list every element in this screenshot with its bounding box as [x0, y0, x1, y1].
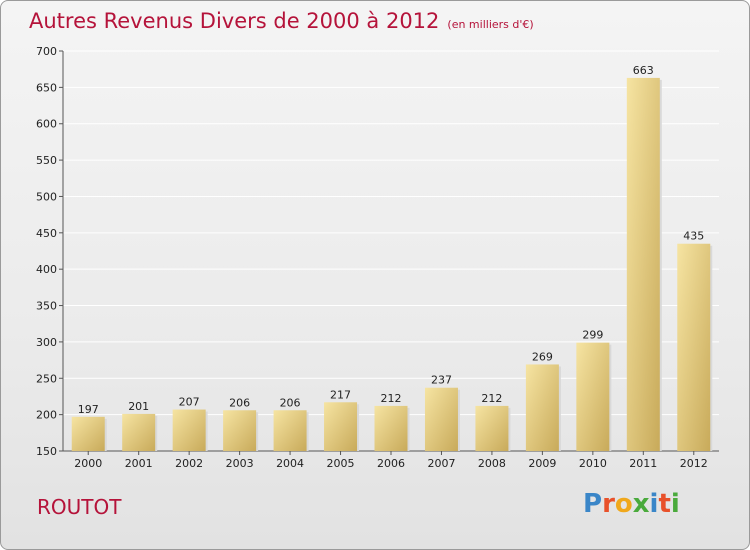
bar-2011 — [626, 77, 660, 451]
logo-letter: i — [649, 489, 659, 519]
y-tick-label: 200 — [36, 409, 57, 422]
chart-title-text: Autres Revenus Divers de 2000 à 2012 — [29, 9, 440, 33]
x-tick-label: 2008 — [478, 457, 506, 470]
y-tick-label: 500 — [36, 190, 57, 203]
bar-2004 — [273, 410, 307, 451]
bar-2008 — [475, 405, 509, 451]
data-label: 237 — [431, 374, 452, 387]
bar-2000 — [71, 416, 105, 451]
x-tick-label: 2004 — [276, 457, 304, 470]
bar-2005 — [324, 402, 358, 451]
data-label: 217 — [330, 388, 351, 401]
data-label: 212 — [381, 392, 402, 405]
x-tick-label: 2006 — [377, 457, 405, 470]
logo-letter: i — [670, 489, 680, 519]
bar-2009 — [525, 364, 559, 451]
chart-unit: (en milliers d'€) — [447, 18, 534, 31]
x-tick-label: 2007 — [427, 457, 455, 470]
y-tick-label: 300 — [36, 336, 57, 349]
data-label: 206 — [229, 396, 250, 409]
bar-2001 — [122, 413, 156, 451]
x-tick-label: 2000 — [74, 457, 102, 470]
data-label: 269 — [532, 350, 553, 363]
x-tick-label: 2009 — [528, 457, 556, 470]
bar-2012 — [677, 243, 711, 451]
y-tick-label: 650 — [36, 81, 57, 94]
y-tick-label: 600 — [36, 118, 57, 131]
x-tick-label: 2005 — [327, 457, 355, 470]
data-label: 299 — [582, 329, 603, 342]
chart-title: Autres Revenus Divers de 2000 à 2012 (en … — [29, 9, 534, 33]
bar-2002 — [172, 409, 206, 451]
x-tick-label: 2011 — [629, 457, 657, 470]
data-label: 663 — [633, 64, 654, 77]
labels: 150 200 250 300 350 400 450 500 550 600 650 700 197 2… — [36, 45, 708, 470]
y-tick-label: 250 — [36, 372, 57, 385]
x-tick-label: 2002 — [175, 457, 203, 470]
data-label: 206 — [280, 396, 301, 409]
proxiti-logo: Proxiti — [583, 489, 680, 519]
logo-letter: r — [602, 489, 615, 519]
bar-2003 — [223, 410, 257, 451]
data-label: 197 — [78, 403, 99, 416]
bar-2006 — [374, 405, 408, 451]
bar-2010 — [576, 342, 610, 451]
logo-letter: t — [658, 489, 671, 519]
logo-letter: x — [632, 489, 650, 519]
data-label: 435 — [683, 230, 704, 243]
y-tick-label: 700 — [36, 45, 57, 58]
commune-name: ROUTOT — [37, 495, 122, 519]
x-tick-label: 2012 — [680, 457, 708, 470]
logo-letter: o — [614, 489, 633, 519]
y-tick-label: 150 — [36, 445, 57, 458]
data-label: 201 — [128, 400, 149, 413]
y-tick-label: 350 — [36, 300, 57, 313]
bars — [71, 77, 713, 451]
y-tick-label: 550 — [36, 154, 57, 167]
x-tick-label: 2001 — [125, 457, 153, 470]
x-tick-label: 2010 — [579, 457, 607, 470]
data-label: 212 — [481, 392, 502, 405]
data-label: 207 — [179, 396, 200, 409]
x-tick-label: 2003 — [226, 457, 254, 470]
bar-2007 — [424, 387, 458, 451]
y-tick-label: 400 — [36, 263, 57, 276]
y-tick-label: 450 — [36, 227, 57, 240]
logo-letter: P — [583, 489, 603, 519]
